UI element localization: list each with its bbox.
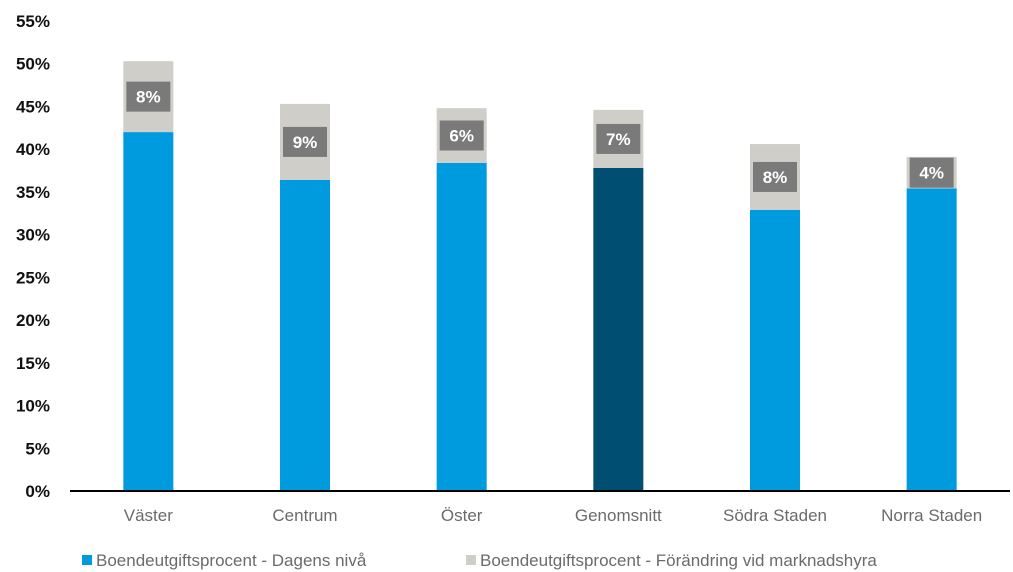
x-axis: Väster Centrum Öster Genomsnitt Södra Staden…	[124, 506, 982, 525]
legend-swatch	[82, 555, 92, 565]
data-label-box	[126, 81, 171, 112]
data-label: 8%	[136, 88, 161, 107]
bar-current-level	[906, 188, 957, 491]
data-label-box	[439, 120, 484, 151]
legend-label: Boendeutgiftsprocent - Dagens nivå	[96, 551, 367, 570]
data-label-box	[753, 161, 797, 192]
y-tick-label: 45%	[16, 97, 50, 116]
data-label-box	[596, 123, 641, 154]
y-tick-label: 40%	[16, 140, 50, 159]
y-tick-label: 20%	[16, 311, 50, 330]
x-tick-label: Norra Staden	[881, 506, 982, 525]
data-label-box	[909, 157, 954, 188]
y-tick-label: 25%	[16, 268, 50, 287]
x-tick-label: Genomsnitt	[575, 506, 662, 525]
bar-current-level	[593, 167, 644, 491]
y-tick-label: 50%	[16, 55, 50, 74]
y-tick-label: 10%	[16, 397, 50, 416]
y-tick-label: 5%	[25, 439, 50, 458]
y-tick-label: 15%	[16, 354, 50, 373]
data-label-box	[283, 126, 327, 157]
data-label: 4%	[919, 164, 944, 183]
data-label: 8%	[763, 168, 788, 187]
data-labels: 8% 9% 6% 7% 8% 4%	[126, 81, 954, 192]
data-label: 6%	[449, 127, 474, 146]
y-axis: 0% 5% 10% 15% 20% 25% 30% 35% 40% 45% 50% 55%	[16, 12, 50, 501]
legend-swatch	[466, 555, 476, 565]
x-tick-label: Centrum	[272, 506, 337, 525]
bar-current-level	[750, 209, 800, 491]
bar-current-level	[436, 162, 487, 491]
y-tick-label: 0%	[25, 482, 50, 501]
legend: Boendeutgiftsprocent - Dagens nivå Boende…	[82, 551, 877, 570]
data-label: 7%	[606, 130, 631, 149]
y-tick-label: 35%	[16, 183, 50, 202]
bars	[123, 61, 957, 492]
x-tick-label: Öster	[441, 506, 483, 525]
bar-current-level	[280, 179, 330, 492]
data-label: 9%	[293, 133, 318, 152]
y-tick-label: 30%	[16, 226, 50, 245]
bar-current-level	[123, 132, 174, 491]
legend-label: Boendeutgiftsprocent - Förändring vid ma…	[480, 551, 877, 570]
y-tick-label: 55%	[16, 12, 50, 31]
x-tick-label: Väster	[124, 506, 173, 525]
x-tick-label: Södra Staden	[723, 506, 827, 525]
